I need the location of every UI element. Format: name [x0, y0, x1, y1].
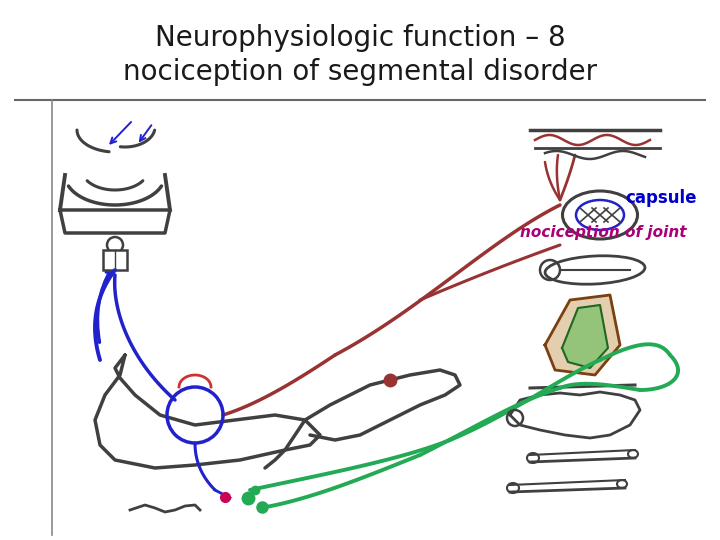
Text: capsule: capsule [625, 189, 696, 207]
Polygon shape [562, 305, 608, 368]
Polygon shape [545, 295, 620, 375]
Circle shape [107, 237, 123, 253]
Text: nociception of segmental disorder: nociception of segmental disorder [123, 58, 597, 86]
Text: Neurophysiologic function – 8: Neurophysiologic function – 8 [155, 24, 565, 52]
Text: nociception of joint: nociception of joint [520, 225, 686, 240]
Bar [103, 250, 127, 270]
Polygon shape [60, 210, 170, 233]
